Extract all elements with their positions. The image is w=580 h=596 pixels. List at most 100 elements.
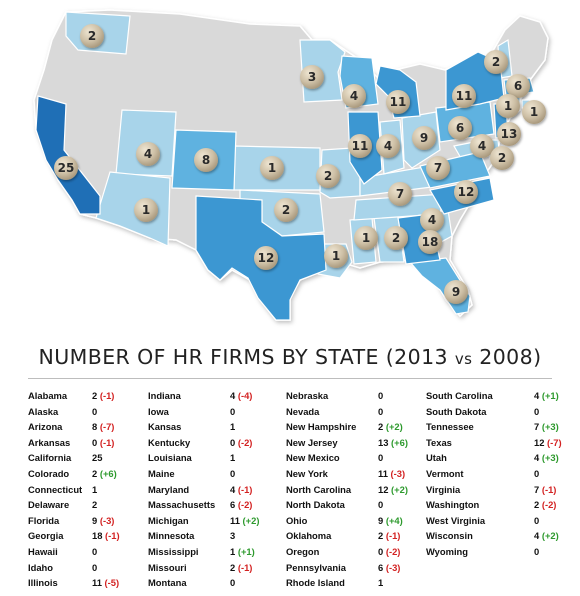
state-name: Delaware — [28, 499, 70, 511]
count-value: 1 — [230, 545, 236, 557]
change-value: (+2) — [539, 530, 559, 542]
map-bubble-rhode-island: 1 — [522, 100, 546, 124]
map-bubble-mississippi: 1 — [354, 226, 378, 250]
state-name: Ohio — [286, 514, 308, 526]
map-bubble-massachusetts: 6 — [506, 74, 530, 98]
bubble-circle — [490, 146, 514, 170]
state-california — [35, 95, 101, 215]
map-bubble-louisiana: 1 — [324, 244, 348, 268]
count-value: 2 — [230, 561, 236, 573]
state-count: 0 — [534, 513, 539, 529]
bubble-circle — [506, 74, 530, 98]
state-count: 2 (+2) — [378, 419, 403, 435]
state-count: 0 — [378, 404, 383, 420]
count-value: 0 — [230, 577, 236, 589]
count-value: 0 — [378, 405, 384, 417]
bubble-circle — [342, 84, 366, 108]
count-value: 8 — [92, 421, 98, 433]
map-bubble-maryland: 4 — [470, 134, 494, 158]
bubble-value: 12 — [458, 185, 475, 199]
bubble-circle — [384, 226, 408, 250]
bubble-circle — [444, 280, 468, 304]
state-count: 12 (-7) — [534, 435, 562, 451]
state-count: 11 (-5) — [92, 575, 119, 591]
bubble-circle — [136, 142, 160, 166]
map-bubble-idaho: 4 — [136, 142, 160, 166]
count-value: 2 — [378, 530, 384, 542]
state-name: West Virginia — [426, 514, 486, 526]
bubble-value: 6 — [514, 79, 522, 93]
map-bubble-south-carolina: 4 — [420, 208, 444, 232]
change-value: (+2) — [239, 514, 260, 526]
state-count: 12 (+2) — [378, 482, 408, 498]
state-count: 0 — [92, 404, 97, 420]
bubble-circle — [134, 198, 158, 222]
change-value: (+1) — [539, 390, 559, 401]
bubble-circle — [388, 182, 412, 206]
state-name: New York — [286, 467, 328, 479]
state-name: Texas — [426, 436, 452, 448]
bubble-circle — [316, 164, 340, 188]
bubble-value: 2 — [324, 169, 332, 183]
bubble-circle — [260, 156, 284, 180]
change-value: (-1) — [97, 390, 115, 401]
bubble-circle — [522, 100, 546, 124]
state-table: Alabama 2 (-1) Alaska 0 Arizona 8 (-7) Arkansa… — [28, 388, 562, 588]
state-name: Montana — [148, 577, 187, 589]
count-value: 0 — [378, 499, 384, 511]
state-name: North Carolina — [286, 483, 352, 495]
state-name: California — [28, 452, 72, 464]
map-bubble-texas: 12 — [254, 246, 278, 270]
map-bubble-tennessee: 7 — [388, 182, 412, 206]
state-name: Oklahoma — [286, 530, 332, 542]
state-count: 25 — [92, 450, 102, 466]
map-bubble-connecticut: 1 — [496, 94, 520, 118]
change-value: (+6) — [97, 467, 117, 479]
change-value: (-1) — [235, 483, 253, 495]
change-value: (-2) — [235, 436, 253, 448]
count-value: 0 — [378, 452, 384, 464]
state-name: Alaska — [28, 405, 59, 417]
count-value: 25 — [92, 452, 103, 464]
bubble-value: 4 — [144, 147, 152, 161]
state-name: Alabama — [28, 390, 68, 401]
state-arizona — [95, 171, 171, 247]
bubble-circle — [426, 156, 450, 180]
states-top — [35, 95, 101, 215]
state-count: 11 (+2) — [230, 513, 259, 529]
bubble-value: 1 — [530, 105, 538, 119]
change-value: (+1) — [235, 545, 255, 557]
state-count: 1 — [378, 575, 383, 591]
bubble-circle — [452, 84, 476, 108]
map-bubble-new-jersey: 13 — [497, 122, 521, 146]
map-bubble-california: 25 — [54, 156, 78, 180]
state-name: New Hampshire — [286, 421, 357, 433]
bubble-value: 4 — [478, 139, 486, 153]
count-value: 4 — [534, 452, 540, 464]
count-value: 11 — [378, 467, 388, 479]
state-count: 8 (-7) — [92, 419, 114, 435]
bubble-value: 7 — [434, 161, 442, 175]
bubble-value: 9 — [420, 131, 428, 145]
state-count: 2 (-1) — [230, 560, 252, 576]
change-value: (-1) — [102, 530, 120, 542]
state-name: Utah — [426, 452, 447, 464]
state-count: 1 (+1) — [230, 544, 255, 560]
change-value: (-5) — [101, 577, 120, 589]
state-count: 4 (-4) — [230, 388, 252, 404]
state-name: Missouri — [148, 561, 187, 573]
state-name: Arizona — [28, 421, 63, 433]
state-name: Michigan — [148, 514, 189, 526]
bubble-circle — [497, 122, 521, 146]
page-title: NUMBER OF HR FIRMS BY STATE (2013 vs 200… — [0, 345, 580, 375]
map-bubble-oklahoma: 2 — [274, 198, 298, 222]
count-value: 0 — [230, 467, 236, 479]
state-name: Minnesota — [148, 530, 195, 542]
map-bubble-arizona: 1 — [134, 198, 158, 222]
map-bubble-virginia: 7 — [426, 156, 450, 180]
bubble-value: 7 — [396, 187, 404, 201]
state-count: 1 — [92, 482, 97, 498]
state-count: 9 (+4) — [378, 513, 403, 529]
map-bubble-missouri: 2 — [316, 164, 340, 188]
